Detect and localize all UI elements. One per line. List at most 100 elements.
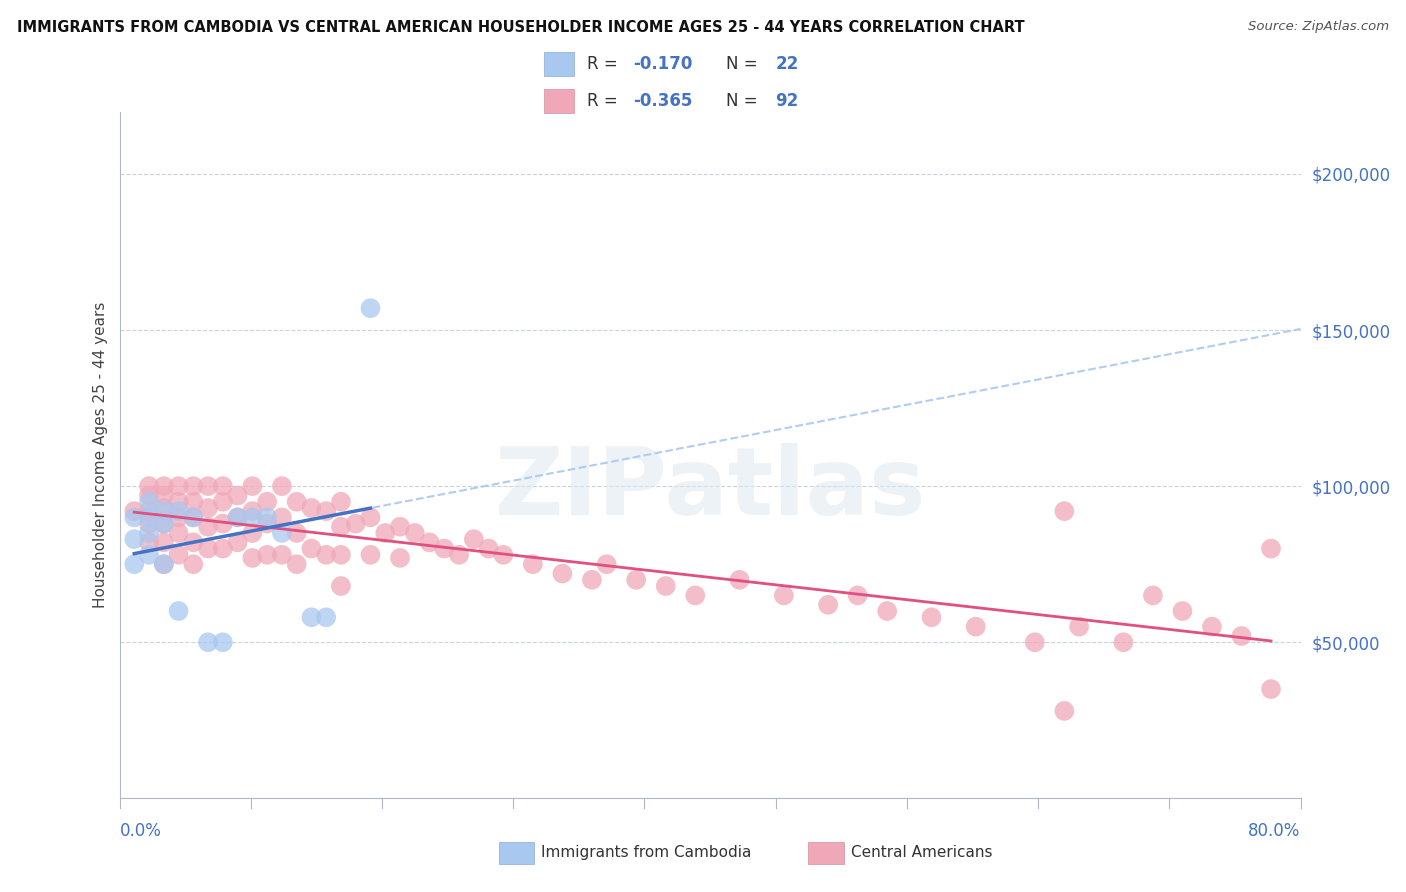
Point [285, 557, 308, 572]
Point [183, 510, 205, 524]
Point [1024, 635, 1046, 649]
Text: 80.0%: 80.0% [1249, 822, 1301, 840]
Point [256, 494, 278, 508]
Point [242, 551, 264, 566]
Point [138, 479, 160, 493]
Point [124, 532, 146, 546]
Point [167, 510, 190, 524]
Point [270, 526, 294, 541]
Point [197, 479, 219, 493]
Point [183, 479, 205, 493]
Text: 0.0%: 0.0% [120, 822, 162, 840]
Point [374, 526, 396, 541]
Point [404, 526, 426, 541]
Point [846, 589, 869, 603]
Point [153, 489, 174, 503]
Point [167, 604, 190, 618]
Point [388, 551, 412, 566]
Point [655, 579, 678, 593]
Point [921, 610, 943, 624]
Text: -0.365: -0.365 [633, 92, 693, 110]
Point [315, 548, 337, 562]
FancyBboxPatch shape [544, 52, 575, 77]
Point [329, 579, 352, 593]
Point [728, 573, 751, 587]
Text: 22: 22 [776, 55, 799, 73]
Point [522, 557, 544, 572]
Text: N =: N = [725, 92, 763, 110]
Text: Central Americans: Central Americans [851, 846, 993, 860]
Point [817, 598, 839, 612]
Point [167, 479, 190, 493]
Point [138, 548, 160, 562]
Point [301, 501, 323, 516]
Point [242, 510, 264, 524]
Point [183, 494, 205, 508]
Point [138, 504, 160, 518]
Y-axis label: Householder Income Ages 25 - 44 years: Householder Income Ages 25 - 44 years [93, 301, 108, 608]
Point [433, 541, 456, 556]
Point [1069, 619, 1091, 633]
Point [167, 526, 190, 541]
Text: 92: 92 [776, 92, 799, 110]
Point [1260, 541, 1282, 556]
Point [153, 557, 174, 572]
Text: R =: R = [586, 55, 623, 73]
Point [138, 516, 160, 531]
Point [1230, 629, 1253, 643]
Point [581, 573, 603, 587]
Point [124, 504, 146, 518]
Point [138, 489, 160, 503]
Point [256, 510, 278, 524]
Point [477, 541, 501, 556]
Text: Source: ZipAtlas.com: Source: ZipAtlas.com [1249, 20, 1389, 33]
Point [388, 519, 412, 533]
Point [876, 604, 898, 618]
Point [138, 526, 160, 541]
Point [329, 494, 352, 508]
Point [360, 510, 382, 524]
Point [1053, 704, 1076, 718]
Point [211, 635, 233, 649]
Point [124, 510, 146, 524]
Point [211, 516, 233, 531]
Point [329, 519, 352, 533]
Point [329, 548, 352, 562]
Point [138, 510, 160, 524]
Point [360, 548, 382, 562]
Point [167, 504, 190, 518]
Point [773, 589, 796, 603]
Point [301, 610, 323, 624]
Text: -0.170: -0.170 [633, 55, 693, 73]
Point [242, 504, 264, 518]
FancyBboxPatch shape [544, 88, 575, 112]
Point [270, 548, 294, 562]
Point [1201, 619, 1223, 633]
Point [242, 479, 264, 493]
Point [183, 557, 205, 572]
Point [315, 504, 337, 518]
Point [183, 535, 205, 549]
Point [1260, 681, 1282, 696]
Point [596, 557, 619, 572]
Point [138, 535, 160, 549]
Point [183, 510, 205, 524]
Point [270, 479, 294, 493]
Point [1112, 635, 1135, 649]
Point [242, 526, 264, 541]
Point [492, 548, 515, 562]
Point [138, 494, 160, 508]
Text: IMMIGRANTS FROM CAMBODIA VS CENTRAL AMERICAN HOUSEHOLDER INCOME AGES 25 - 44 YEA: IMMIGRANTS FROM CAMBODIA VS CENTRAL AMER… [17, 20, 1025, 35]
Point [153, 516, 174, 531]
Point [683, 589, 706, 603]
Text: ZIPatlas: ZIPatlas [495, 443, 925, 535]
Point [197, 541, 219, 556]
Point [153, 479, 174, 493]
Point [447, 548, 470, 562]
Point [153, 535, 174, 549]
Point [197, 501, 219, 516]
Point [624, 573, 647, 587]
Point [256, 516, 278, 531]
Point [153, 557, 174, 572]
Point [226, 489, 249, 503]
